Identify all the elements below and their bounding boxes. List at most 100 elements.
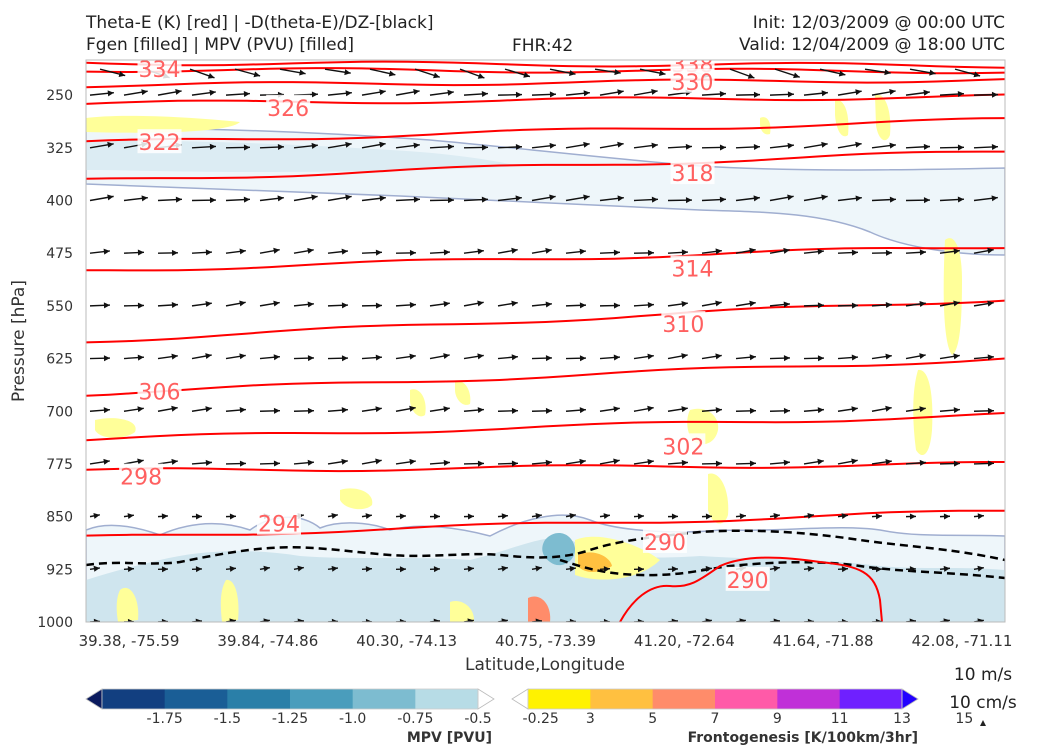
wind-arrow <box>803 90 828 97</box>
wind-arrow <box>803 302 825 309</box>
wind-arrow <box>157 405 178 412</box>
wind-arrow <box>429 249 451 256</box>
wind-arrow <box>395 458 416 465</box>
wind-arrow <box>735 460 757 467</box>
wind-arrow <box>973 460 995 467</box>
fgen-patch <box>220 579 239 622</box>
wind-vectors <box>89 68 999 622</box>
wind-arrow <box>837 302 859 309</box>
theta-e-line <box>86 299 1005 344</box>
wind-arrow <box>837 406 858 413</box>
theta-e-line <box>86 461 1005 473</box>
wind-arrow <box>667 301 688 307</box>
wind-arrow <box>123 458 144 465</box>
colorbar-tick-label: -0.5 <box>464 711 491 727</box>
title-line-2: Fgen [filled] | MPV (PVU) [filled] <box>86 35 355 55</box>
wind-arrow <box>871 458 892 465</box>
wind-arrow <box>259 247 280 254</box>
wind-arrow <box>871 249 893 256</box>
wind-ref-arrow <box>980 720 986 726</box>
colorbar-segment <box>102 689 166 709</box>
wind-arrow <box>463 353 484 360</box>
wind-arrow <box>565 355 587 362</box>
wind-arrow <box>667 459 688 466</box>
wind-arrow <box>99 68 126 77</box>
wind-arrow <box>599 89 624 96</box>
wind-arrow <box>157 566 169 573</box>
theta-e-label: 306 <box>139 381 181 406</box>
wind-arrow <box>157 513 169 520</box>
wind-arrow <box>599 513 611 520</box>
wind-arrow <box>973 247 994 254</box>
wind-arrow <box>803 407 824 414</box>
wind-arrow <box>327 565 339 572</box>
theta-e-line <box>86 246 1005 272</box>
wind-arrow <box>939 196 965 203</box>
wind-arrow <box>89 355 111 362</box>
wind-arrow <box>633 142 658 149</box>
y-tick-label: 625 <box>46 352 73 368</box>
y-tick-label: 925 <box>46 562 73 578</box>
wind-arrow <box>191 143 217 150</box>
colorbar-segment <box>839 689 903 709</box>
y-axis-label: Pressure [hPa] <box>9 280 29 402</box>
wind-arrow <box>871 142 896 149</box>
wind-arrow <box>565 512 576 519</box>
wind-arrow <box>667 143 693 150</box>
wind-arrow <box>837 458 858 465</box>
wind-arrow <box>497 354 518 361</box>
theta-e-line <box>86 357 1005 397</box>
colorbar-tick-label: -0.25 <box>523 711 559 727</box>
fgen-patch <box>450 600 475 622</box>
y-tick-label: 550 <box>46 299 73 315</box>
thetae-290-closed <box>619 556 883 622</box>
wind-arrow <box>871 196 897 203</box>
theta-e-label: 310 <box>662 313 704 338</box>
wind-arrow <box>565 407 586 414</box>
theta-e-label-bg <box>670 255 715 280</box>
theta-e-line <box>86 78 1005 89</box>
wind-arrow <box>225 353 246 360</box>
colorbar-extend-low <box>511 688 529 710</box>
theta-e-label: 290 <box>727 569 769 594</box>
wind-arrow <box>327 90 352 97</box>
fgen-patch <box>835 99 849 137</box>
wind-arrow <box>594 68 621 76</box>
wind-arrow <box>905 353 926 360</box>
wind-arrow <box>939 407 960 414</box>
theta-e-labels: 334 3383303263223183143103063022982942902… <box>119 58 770 594</box>
wind-arrow <box>497 460 519 467</box>
theta-e-label: 334 <box>139 58 181 83</box>
theta-e-label: 298 <box>120 466 162 491</box>
fgen-patch <box>760 117 771 135</box>
wind-arrow <box>225 513 237 520</box>
wind-arrow <box>191 566 203 573</box>
colorbar-tick-label: 3 <box>586 711 595 727</box>
wind-arrow <box>361 354 382 361</box>
wind-arrow <box>395 249 417 256</box>
wind-arrow <box>327 512 338 519</box>
wind-arrow <box>429 197 455 204</box>
wind-arrow <box>395 142 420 149</box>
wind-arrow <box>327 141 352 149</box>
wind-arrow <box>395 301 417 308</box>
colorbar-tick-label: 11 <box>831 711 849 727</box>
valid-time: Valid: 12/04/2009 @ 18:00 UTC <box>739 35 1005 55</box>
wind-arrow <box>837 566 849 573</box>
wind-arrow <box>735 195 760 202</box>
wind-arrow <box>157 249 179 256</box>
colorbar-extend-high <box>477 688 495 710</box>
wind-arrow <box>633 353 654 360</box>
mpv-strong-cell <box>542 533 576 566</box>
x-tick-label: 41.20, -72.64 <box>634 632 735 650</box>
wind-arrow <box>735 354 756 361</box>
wind-arrow <box>361 406 382 413</box>
theta-e-line <box>86 60 1005 69</box>
wind-arrow <box>905 566 917 573</box>
theta-e-label: 326 <box>267 97 309 122</box>
wind-arrow <box>191 513 203 520</box>
theta-e-label: 318 <box>672 162 714 187</box>
wind-arrow <box>497 300 518 307</box>
wind-arrow <box>803 458 824 465</box>
wind-arrow <box>429 89 454 96</box>
